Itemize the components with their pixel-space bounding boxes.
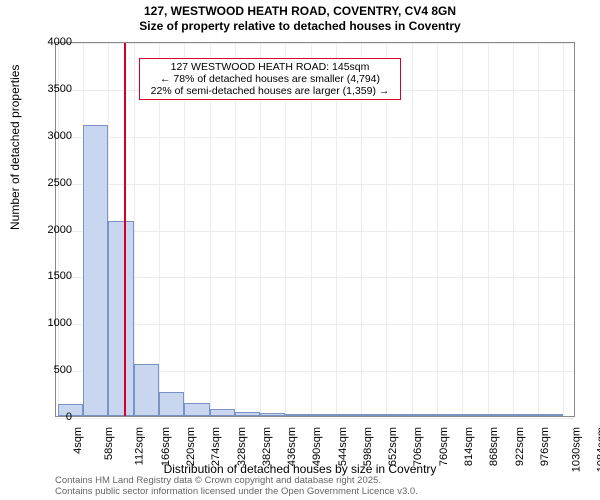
- gridline-v: [412, 43, 413, 416]
- histogram-bar: [462, 414, 487, 416]
- gridline-v: [513, 43, 514, 416]
- x-tick-label: 922sqm: [514, 427, 526, 466]
- property-marker-line: [124, 43, 126, 416]
- chart-container: 127, WESTWOOD HEATH ROAD, COVENTRY, CV4 …: [0, 0, 600, 500]
- gridline-v: [563, 43, 564, 416]
- histogram-bar: [235, 412, 260, 416]
- y-axis-label: Number of detached properties: [8, 65, 22, 230]
- x-tick-label: 112sqm: [134, 427, 146, 465]
- x-tick-label: 58sqm: [103, 427, 115, 460]
- y-tick-label: 2500: [48, 177, 72, 189]
- x-tick-label: 652sqm: [387, 427, 399, 466]
- gridline-v: [488, 43, 489, 416]
- annotation-line-3: 22% of semi-detached houses are larger (…: [151, 85, 390, 97]
- plot-wrap: 127 WESTWOOD HEATH ROAD: 145sqm← 78% of …: [55, 42, 575, 417]
- histogram-bar: [336, 414, 361, 416]
- annotation-line-1: 127 WESTWOOD HEATH ROAD: 145sqm: [171, 61, 370, 73]
- histogram-bar: [285, 414, 310, 416]
- histogram-bar: [210, 409, 235, 416]
- gridline-h: [56, 418, 574, 419]
- x-tick-label: 328sqm: [236, 427, 248, 466]
- x-tick-label: 760sqm: [438, 427, 450, 466]
- histogram-bar: [361, 414, 386, 416]
- histogram-bar: [159, 392, 184, 416]
- y-tick-label: 3000: [48, 130, 72, 142]
- gridline-v: [134, 43, 135, 416]
- y-tick-label: 3500: [48, 83, 72, 95]
- x-axis-label: Distribution of detached houses by size …: [0, 462, 600, 476]
- annotation-line-2: ← 78% of detached houses are smaller (4,…: [160, 73, 380, 85]
- y-tick-label: 4000: [48, 36, 72, 48]
- title-line-2: Size of property relative to detached ho…: [139, 19, 460, 33]
- histogram-bar: [184, 403, 209, 416]
- footer-attribution: Contains HM Land Registry data © Crown c…: [55, 476, 418, 498]
- x-tick-label: 598sqm: [362, 427, 374, 466]
- footer-line-2: Contains public sector information licen…: [55, 486, 418, 497]
- x-tick-label: 436sqm: [286, 427, 298, 466]
- x-tick-label: 4sqm: [72, 427, 84, 454]
- histogram-bar: [260, 413, 285, 416]
- histogram-bar: [386, 414, 411, 416]
- x-tick-label: 544sqm: [337, 427, 349, 466]
- y-tick-label: 0: [66, 411, 72, 423]
- histogram-bar: [134, 364, 159, 417]
- x-tick-label: 868sqm: [488, 427, 500, 466]
- x-tick-label: 382sqm: [261, 427, 273, 466]
- histogram-bar: [108, 221, 133, 416]
- plot-area: 127 WESTWOOD HEATH ROAD: 145sqm← 78% of …: [55, 42, 575, 417]
- title-line-1: 127, WESTWOOD HEATH ROAD, COVENTRY, CV4 …: [144, 4, 456, 18]
- footer-line-1: Contains HM Land Registry data © Crown c…: [55, 475, 381, 486]
- x-tick-label: 976sqm: [539, 427, 551, 466]
- annotation-box: 127 WESTWOOD HEATH ROAD: 145sqm← 78% of …: [139, 58, 401, 100]
- gridline-v: [437, 43, 438, 416]
- y-tick-label: 1500: [48, 270, 72, 282]
- x-tick-label: 814sqm: [463, 427, 475, 466]
- x-tick-label: 166sqm: [160, 427, 172, 466]
- histogram-bar: [412, 414, 437, 416]
- histogram-bar: [538, 414, 563, 416]
- y-tick-label: 1000: [48, 317, 72, 329]
- gridline-v: [538, 43, 539, 416]
- y-tick-label: 2000: [48, 224, 72, 236]
- y-tick-label: 500: [54, 364, 72, 376]
- histogram-bar: [83, 125, 108, 416]
- histogram-bar: [513, 414, 538, 416]
- x-tick-label: 220sqm: [185, 427, 197, 466]
- x-tick-label: 490sqm: [311, 427, 323, 466]
- gridline-v: [462, 43, 463, 416]
- x-tick-label: 274sqm: [210, 427, 222, 466]
- chart-title: 127, WESTWOOD HEATH ROAD, COVENTRY, CV4 …: [0, 0, 600, 34]
- histogram-bar: [488, 414, 513, 416]
- histogram-bar: [311, 414, 336, 416]
- histogram-bar: [437, 414, 462, 416]
- x-tick-label: 706sqm: [413, 427, 425, 466]
